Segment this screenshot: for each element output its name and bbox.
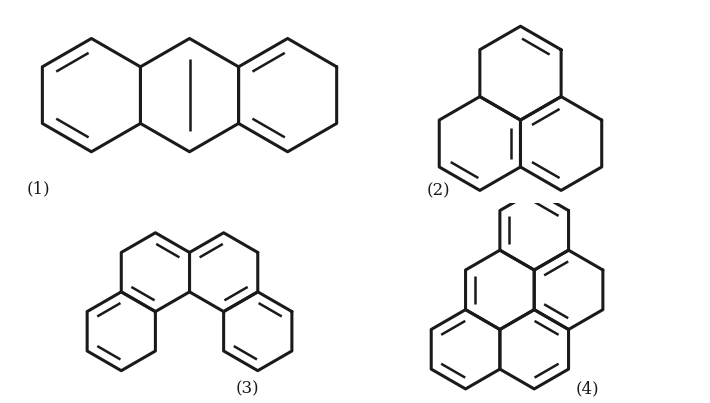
Text: (3): (3) [236, 381, 259, 398]
Text: (2): (2) [427, 182, 450, 199]
Text: (4): (4) [576, 380, 599, 397]
Text: (1): (1) [27, 181, 50, 197]
